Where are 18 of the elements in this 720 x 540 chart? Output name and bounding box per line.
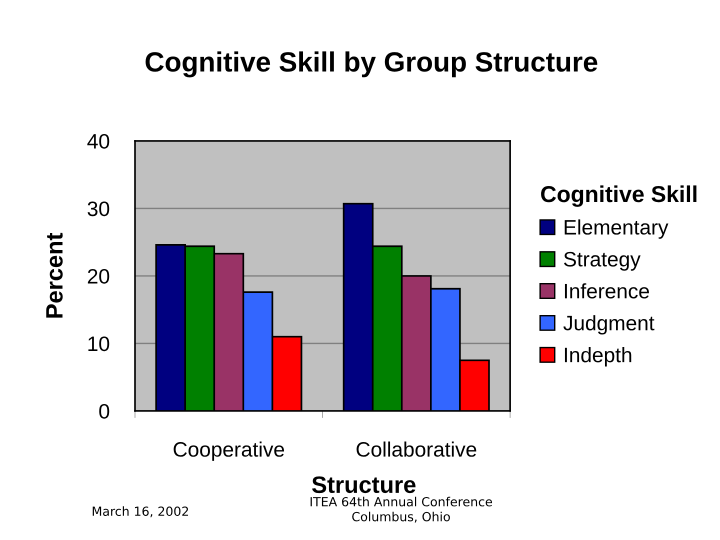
y-tick-label: 40 [87, 134, 110, 149]
legend-label: Strategy [564, 252, 641, 271]
y-tick-label: 30 [88, 201, 110, 216]
legend-label: Judgment [563, 315, 654, 335]
legend-label: Inference [564, 283, 649, 299]
legend-label: Indepth [564, 347, 632, 366]
y-tick-label: 20 [88, 268, 110, 284]
x-tick-label: Cooperative [174, 441, 284, 461]
legend-label: Elementary [564, 219, 668, 239]
y-tick-label: 0 [99, 404, 110, 419]
x-tick-label: Collaborative [356, 441, 476, 457]
y-axis-title: Percent [46, 232, 63, 318]
y-tick-label: 10 [88, 336, 110, 352]
text: ITEA 64th Annual Conference Columbus, Ohio [310, 496, 492, 523]
text: March 16, 2002 [92, 506, 188, 518]
legend-title: Cognitive Skill [541, 185, 696, 207]
chart-title: Cognitive Skill by Group Structure [146, 51, 598, 78]
x-axis-title: Structure [312, 476, 416, 494]
